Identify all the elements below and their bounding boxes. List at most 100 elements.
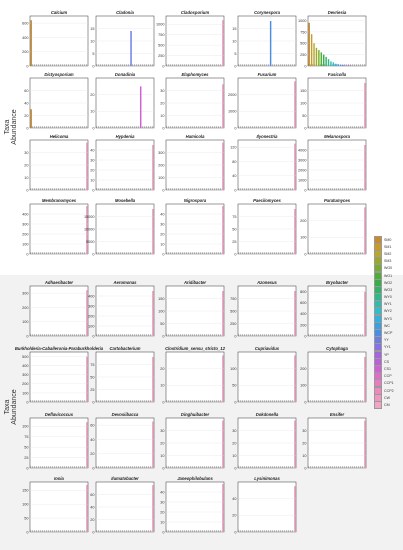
panel: Janeophilobulans 0 10 20 30 40 xyxy=(160,476,225,534)
y-tick-label: 20 xyxy=(160,101,164,105)
y-tick-label: 20 xyxy=(24,163,28,167)
panel-frame xyxy=(95,77,155,129)
y-tick-label: 5 xyxy=(234,52,236,56)
panel-title: Humicola xyxy=(186,134,206,139)
y-tick-label: 100 xyxy=(22,425,28,429)
panel: Paratumyces 0 100 200 xyxy=(300,198,367,256)
panel-title: Nigrospora xyxy=(184,198,207,203)
y-tick-label: 100 xyxy=(22,503,28,507)
y-tick-label: 30 xyxy=(160,500,164,504)
y-tick-label: 25 xyxy=(90,388,94,392)
panel-frame xyxy=(29,481,89,533)
y-tick-label: 20 xyxy=(160,232,164,236)
y-tick-label: 200 xyxy=(300,367,306,371)
y-tick-label: 750 xyxy=(158,33,164,37)
panel: Ensifer 0 10 20 30 xyxy=(302,412,367,470)
y-tick-label: 30 xyxy=(160,429,164,433)
panel-frame xyxy=(165,15,225,67)
bar xyxy=(222,355,224,402)
panel-title: Paecilomyces xyxy=(253,198,281,203)
panel: Dictyosporium 0 20 40 60 xyxy=(24,72,89,130)
bar xyxy=(310,34,313,66)
y-tick-label: 0 xyxy=(304,126,306,130)
y-tick-label: 10 xyxy=(232,454,236,458)
panel-title: Ensifer xyxy=(330,412,345,417)
panel-frame xyxy=(237,481,297,533)
y-tick-label: 0 xyxy=(304,400,306,404)
y-tick-label: 150 xyxy=(158,297,164,301)
y-tick-label: 10 xyxy=(90,39,94,43)
bar xyxy=(320,52,323,66)
y-tick-label: 0 xyxy=(162,64,164,68)
panel-title: Cladonia xyxy=(116,10,134,15)
panel-title: Melanospora xyxy=(324,134,350,139)
panel: Ilumatobacter 0 20 40 60 xyxy=(90,476,155,534)
panel: Azonexus 0 250 500 750 xyxy=(230,280,297,338)
y-tick-label: 3000 xyxy=(298,158,306,162)
panel-title: Corynespora xyxy=(254,10,281,15)
panel-frame xyxy=(95,417,155,469)
y-tick-label: 400 xyxy=(22,212,28,216)
y-tick-label: 100 xyxy=(22,242,28,246)
panel-frame xyxy=(29,203,89,255)
panel: Hypdenia 0 10 20 30 40 xyxy=(90,134,155,192)
panel-title: Aridibacter xyxy=(183,280,206,285)
panel: Lysinimonas 0 20 40 xyxy=(232,476,297,534)
bar xyxy=(222,84,224,128)
legend-label: WO2 xyxy=(384,280,393,285)
bar xyxy=(86,290,88,336)
y-tick-label: 40 xyxy=(160,212,164,216)
panel-title: Devriesia xyxy=(328,10,347,15)
panel-title: Ilyonectria xyxy=(257,134,279,139)
bar xyxy=(30,20,32,67)
panel-title: Mosebella xyxy=(115,198,136,203)
bar xyxy=(86,356,88,402)
y-tick-label: 750 xyxy=(300,30,306,34)
panel-title: Devosiibacca xyxy=(112,412,139,417)
y-tick-label: 60 xyxy=(90,493,94,497)
y-tick-label: 200 xyxy=(88,314,94,318)
y-tick-label: 20 xyxy=(90,452,94,456)
y-tick-label: 500 xyxy=(230,309,236,313)
y-tick-label: 1000 xyxy=(298,19,306,23)
bar xyxy=(342,65,344,66)
panel-title: Helicoma xyxy=(50,134,69,139)
y-tick-label: 800 xyxy=(300,290,306,294)
y-tick-label: 80 xyxy=(232,160,236,164)
y-tick-label: 20 xyxy=(90,93,94,97)
y-tick-label: 60 xyxy=(24,89,28,93)
panel: Elaphomyces 0 10 20 30 xyxy=(160,72,225,130)
y-tick-label: 10 xyxy=(232,39,236,43)
y-tick-label: 120 xyxy=(230,146,236,150)
y-tick-label: 0 xyxy=(92,400,94,404)
panel: Devriesia 0 250 500 750 1000 xyxy=(298,10,367,68)
panel: Helicoma 0 10 20 30 xyxy=(24,134,89,192)
y-tick-label: 30 xyxy=(160,222,164,226)
panel: Aeromonas 0 100 200 300 400 xyxy=(88,280,155,338)
panel: Dinghuibacter 0 10 20 30 xyxy=(160,412,225,470)
legend-label: SM3 xyxy=(384,259,392,264)
y-tick-label: 30 xyxy=(232,429,236,433)
legend-label: SM0 xyxy=(384,237,392,242)
y-tick-label: 0 xyxy=(26,252,28,256)
y-tick-label: 100 xyxy=(300,384,306,388)
y-tick-label: 75 xyxy=(90,363,94,367)
legend-label: WO0 xyxy=(384,266,393,271)
panel-frame xyxy=(307,351,367,403)
panel-title: Ionia xyxy=(54,476,64,481)
panel: Bryobacter 0 200 400 600 800 xyxy=(300,280,367,338)
panel-title: Azonexus xyxy=(256,280,277,285)
y-tick-label: 5 xyxy=(92,52,94,56)
bar xyxy=(330,61,332,66)
y-tick-label: 10 xyxy=(160,114,164,118)
y-tick-label: 1000 xyxy=(156,23,164,27)
y-tick-label: 0 xyxy=(234,126,236,130)
y-tick-label: 400 xyxy=(22,364,28,368)
y-tick-label: 500 xyxy=(300,42,306,46)
y-tick-label: 20 xyxy=(24,114,28,118)
y-tick-label: 10 xyxy=(160,242,164,246)
bar xyxy=(315,47,318,66)
panel-frame xyxy=(29,417,89,469)
y-tick-label: 50 xyxy=(90,375,94,379)
